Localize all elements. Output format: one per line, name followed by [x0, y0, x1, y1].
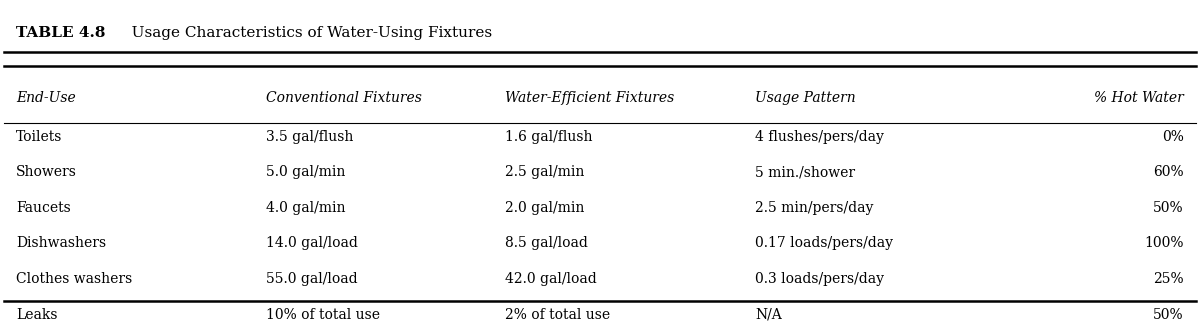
Text: Usage Characteristics of Water-Using Fixtures: Usage Characteristics of Water-Using Fix…	[118, 26, 492, 40]
Text: 14.0 gal/load: 14.0 gal/load	[266, 236, 359, 250]
Text: 8.5 gal/load: 8.5 gal/load	[505, 236, 588, 250]
Text: N/A: N/A	[755, 308, 781, 322]
Text: 0.17 loads/pers/day: 0.17 loads/pers/day	[755, 236, 893, 250]
Text: 100%: 100%	[1145, 236, 1184, 250]
Text: 2.5 min/pers/day: 2.5 min/pers/day	[755, 201, 874, 215]
Text: 4 flushes/pers/day: 4 flushes/pers/day	[755, 129, 883, 144]
Text: % Hot Water: % Hot Water	[1094, 91, 1184, 105]
Text: 5 min./shower: 5 min./shower	[755, 165, 856, 179]
Text: 50%: 50%	[1153, 308, 1184, 322]
Text: 42.0 gal/load: 42.0 gal/load	[505, 272, 596, 286]
Text: 5.0 gal/min: 5.0 gal/min	[266, 165, 346, 179]
Text: Faucets: Faucets	[16, 201, 71, 215]
Text: Clothes washers: Clothes washers	[16, 272, 132, 286]
Text: Dishwashers: Dishwashers	[16, 236, 107, 250]
Text: 4.0 gal/min: 4.0 gal/min	[266, 201, 346, 215]
Text: 2.0 gal/min: 2.0 gal/min	[505, 201, 584, 215]
Text: 2.5 gal/min: 2.5 gal/min	[505, 165, 584, 179]
Text: 50%: 50%	[1153, 201, 1184, 215]
Text: 2% of total use: 2% of total use	[505, 308, 610, 322]
Text: Toilets: Toilets	[16, 129, 62, 144]
Text: Showers: Showers	[16, 165, 77, 179]
Text: 55.0 gal/load: 55.0 gal/load	[266, 272, 358, 286]
Text: TABLE 4.8: TABLE 4.8	[16, 26, 106, 40]
Text: 1.6 gal/flush: 1.6 gal/flush	[505, 129, 592, 144]
Text: 0.3 loads/pers/day: 0.3 loads/pers/day	[755, 272, 884, 286]
Text: 0%: 0%	[1162, 129, 1184, 144]
Text: Water-Efficient Fixtures: Water-Efficient Fixtures	[505, 91, 674, 105]
Text: Usage Pattern: Usage Pattern	[755, 91, 856, 105]
Text: End-Use: End-Use	[16, 91, 76, 105]
Text: 3.5 gal/flush: 3.5 gal/flush	[266, 129, 354, 144]
Text: Conventional Fixtures: Conventional Fixtures	[266, 91, 422, 105]
Text: 25%: 25%	[1153, 272, 1184, 286]
Text: 10% of total use: 10% of total use	[266, 308, 380, 322]
Text: Leaks: Leaks	[16, 308, 58, 322]
Text: 60%: 60%	[1153, 165, 1184, 179]
